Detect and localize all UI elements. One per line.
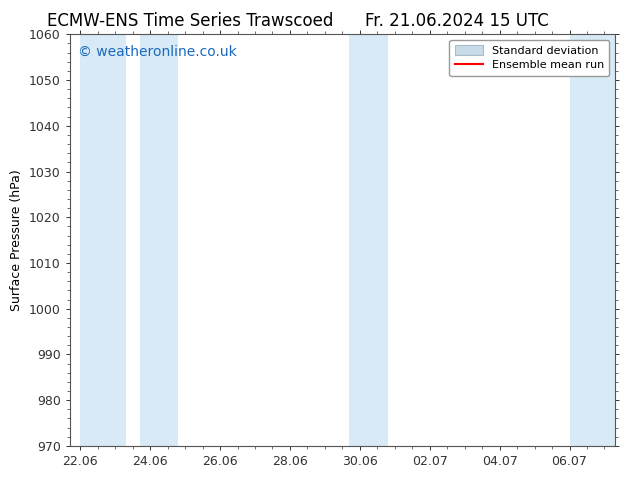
Bar	[81, 34, 126, 446]
Text: © weatheronline.co.uk: © weatheronline.co.uk	[78, 45, 236, 59]
Y-axis label: Surface Pressure (hPa): Surface Pressure (hPa)	[10, 169, 23, 311]
Text: ECMW-ENS Time Series Trawscoed: ECMW-ENS Time Series Trawscoed	[47, 12, 333, 30]
Text: Fr. 21.06.2024 15 UTC: Fr. 21.06.2024 15 UTC	[365, 12, 548, 30]
Bar	[349, 34, 388, 446]
Legend: Standard deviation, Ensemble mean run: Standard deviation, Ensemble mean run	[450, 40, 609, 76]
Bar	[569, 34, 615, 446]
Bar	[139, 34, 178, 446]
